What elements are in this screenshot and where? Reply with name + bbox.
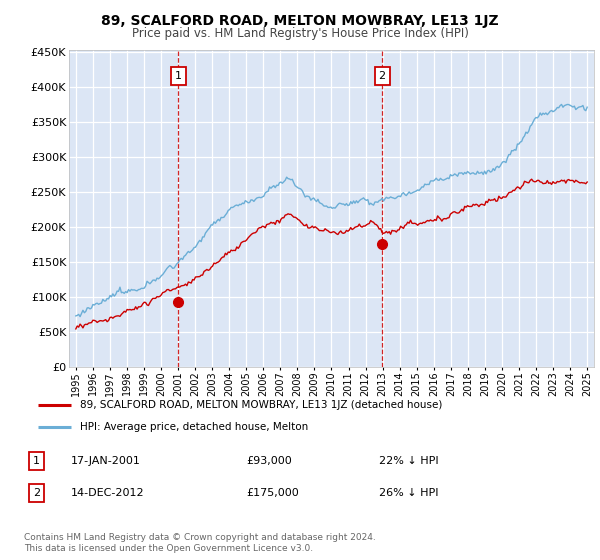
Text: 89, SCALFORD ROAD, MELTON MOWBRAY, LE13 1JZ (detached house): 89, SCALFORD ROAD, MELTON MOWBRAY, LE13 … bbox=[79, 400, 442, 410]
Text: 1: 1 bbox=[33, 456, 40, 465]
Text: Price paid vs. HM Land Registry's House Price Index (HPI): Price paid vs. HM Land Registry's House … bbox=[131, 27, 469, 40]
Text: £175,000: £175,000 bbox=[246, 488, 299, 498]
Text: 2: 2 bbox=[32, 488, 40, 498]
Text: 1: 1 bbox=[175, 71, 182, 81]
Text: 26% ↓ HPI: 26% ↓ HPI bbox=[379, 488, 439, 498]
Text: 89, SCALFORD ROAD, MELTON MOWBRAY, LE13 1JZ: 89, SCALFORD ROAD, MELTON MOWBRAY, LE13 … bbox=[101, 14, 499, 28]
Text: Contains HM Land Registry data © Crown copyright and database right 2024.
This d: Contains HM Land Registry data © Crown c… bbox=[24, 533, 376, 553]
Text: 14-DEC-2012: 14-DEC-2012 bbox=[71, 488, 145, 498]
Text: £93,000: £93,000 bbox=[246, 456, 292, 465]
Text: 22% ↓ HPI: 22% ↓ HPI bbox=[379, 456, 439, 465]
Text: 2: 2 bbox=[379, 71, 386, 81]
Text: HPI: Average price, detached house, Melton: HPI: Average price, detached house, Melt… bbox=[79, 422, 308, 432]
Text: 17-JAN-2001: 17-JAN-2001 bbox=[71, 456, 141, 465]
